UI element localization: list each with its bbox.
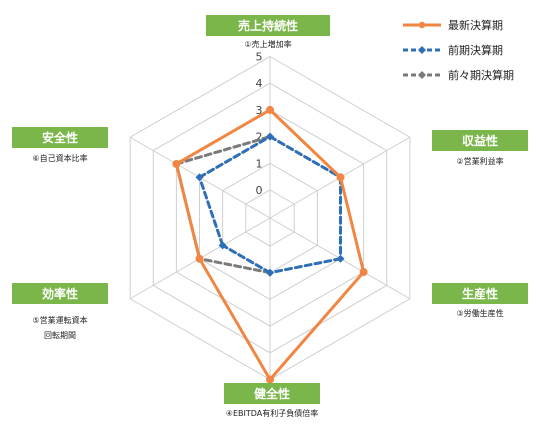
axis-sub-working-capital-line2: 回転期間 [44, 331, 76, 340]
series-1-point-3 [266, 268, 274, 277]
legend-label-two-before: 前々期決算期 [448, 68, 514, 82]
series-1-point-2 [336, 254, 345, 263]
axis-sub-working-capital-line1: ⑤営業運転資本 [32, 316, 88, 325]
axis-label-productivity: 生産性 [432, 283, 528, 304]
legend-item-two-before: 前々期決算期 [402, 62, 536, 87]
axis-sub-equity-ratio: ⑥自己資本比率 [32, 154, 88, 163]
series-0-point-3 [266, 375, 274, 384]
tick-label-4: 4 [256, 77, 263, 90]
chart-legend: 最新決算期 前期決算期 前々期決算期 [402, 12, 536, 87]
radar-series [172, 105, 368, 384]
series-0 [172, 105, 368, 384]
series-1-segment-5 [198, 135, 272, 179]
axis-sub-labor-productivity: ③労働生産性 [456, 309, 504, 318]
axis-label-efficiency: 効率性 [12, 283, 108, 304]
axis-sub-sales-growth: ①売上増加率 [244, 40, 292, 49]
series-1-segment-2 [268, 257, 342, 275]
radial-tick-labels: 0 1 2 3 4 5 [256, 51, 263, 198]
series-1-segment-4 [198, 175, 225, 247]
legend-item-latest: 最新決算期 [402, 12, 536, 37]
tick-label-0: 0 [256, 184, 263, 197]
series-0-segment-5 [174, 108, 272, 166]
legend-swatch-latest [403, 21, 441, 28]
legend-item-previous: 前期決算期 [402, 37, 536, 62]
tick-label-2: 2 [256, 131, 263, 144]
series-2-segment-2 [174, 135, 272, 166]
axis-label-safety: 安全性 [12, 127, 108, 148]
series-0-point-4 [195, 254, 204, 263]
series-0-point-1 [336, 173, 345, 182]
legend-label-latest: 最新決算期 [448, 18, 503, 32]
series-1-point-4 [218, 241, 227, 250]
series-0-point-5 [172, 159, 181, 168]
series-0-segment-1 [338, 175, 366, 274]
axis-sub-ebitda-debt-ratio: ④EBITDA有利子負債倍率 [225, 409, 319, 418]
series-0-segment-4 [174, 162, 202, 261]
series-1-point-0 [266, 132, 274, 141]
legend-swatch-previous [403, 45, 441, 54]
series-0-point-0 [266, 105, 274, 114]
tick-label-1: 1 [256, 157, 263, 170]
series-2-segment-0 [198, 257, 272, 275]
tick-label-5: 5 [256, 51, 263, 64]
series-0-segment-2 [268, 270, 366, 381]
axis-label-sales-sustainability: 売上持続性 [206, 15, 330, 36]
radar-grid [129, 55, 411, 381]
legend-swatch-two-before [403, 70, 441, 79]
series-1-segment-0 [268, 135, 342, 179]
axis-label-soundness: 健全性 [224, 383, 320, 404]
axis-label-profitability: 収益性 [432, 130, 528, 151]
legend-label-previous: 前期決算期 [448, 43, 503, 57]
series-1-point-5 [195, 173, 204, 182]
series-1-segment-3 [221, 243, 272, 275]
tick-label-3: 3 [256, 104, 263, 117]
series-0-segment-0 [268, 108, 342, 179]
series-0-segment-3 [198, 257, 272, 381]
axis-sub-operating-margin: ②営業利益率 [456, 157, 504, 166]
series-0-point-2 [359, 268, 368, 277]
